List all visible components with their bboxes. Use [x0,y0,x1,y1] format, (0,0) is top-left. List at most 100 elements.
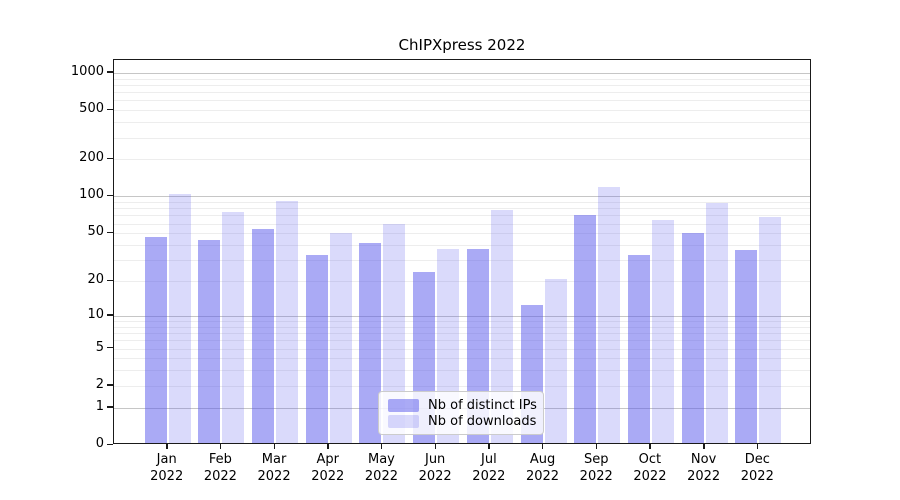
x-tick-mark [273,444,275,449]
y-tick-label: 200 [79,150,104,166]
minor-gridline [114,348,810,350]
major-gridline [114,315,810,317]
y-tick-label: 0 [95,436,104,451]
bar-distinct-ips-mar [252,229,275,443]
minor-gridline [114,340,810,342]
x-tick-year: 2022 [203,469,237,484]
x-tick-year: 2022 [633,469,667,484]
x-tick-label: Jun 2022 [400,451,470,485]
x-tick-year: 2022 [472,469,506,484]
minor-gridline [114,110,810,112]
x-tick-mark [166,444,168,449]
minor-gridline [114,233,810,235]
chart-title: ChIPXpress 2022 [398,36,526,54]
legend-item-distinct-ips: Nb of distinct IPs [388,397,537,413]
minor-gridline [114,159,810,161]
x-tick-month: Dec [744,452,770,467]
x-tick-year: 2022 [579,469,613,484]
minor-gridline [114,202,810,204]
x-tick-mark [488,444,490,449]
bar-distinct-ips-feb [198,240,221,443]
minor-gridline [114,333,810,335]
x-tick-year: 2022 [257,469,291,484]
y-tick-mark [107,108,113,111]
y-tick-mark [107,194,113,197]
y-tick-label: 1 [95,398,104,414]
x-tick-label: Oct 2022 [615,451,685,485]
y-tick-label: 500 [79,101,104,117]
x-tick-label: Feb 2022 [185,451,255,485]
x-tick-month: Jun [424,452,446,467]
bar-downloads-dec [759,217,782,443]
minor-gridline [114,321,810,322]
y-tick-mark [107,384,113,386]
x-tick-label: Nov 2022 [669,451,739,485]
bar-downloads-nov [705,203,728,443]
minor-gridline [114,245,810,246]
y-tick-label: 10 [87,306,104,322]
x-tick-label: Dec 2022 [722,451,792,485]
legend: Nb of distinct IPs Nb of downloads [378,391,544,435]
bar-distinct-ips-apr [305,254,328,443]
x-tick-month: Jan [156,452,177,467]
y-tick-mark [107,279,113,281]
y-tick-label: 50 [87,224,104,240]
plot-area [113,59,811,444]
x-tick-year: 2022 [311,469,345,484]
x-tick-mark [380,444,383,449]
y-tick-label: 1000 [70,63,104,79]
bar-distinct-ips-dec [735,250,758,443]
bar-downloads-aug [544,279,567,443]
x-tick-month: May [368,452,395,467]
x-tick-mark [434,444,437,449]
legend-label-distinct-ips: Nb of distinct IPs [428,397,537,413]
minor-gridline [114,92,810,94]
bar-distinct-ips-oct [627,254,650,443]
minor-gridline [114,84,810,86]
bar-distinct-ips-sep [574,214,597,443]
x-tick-label: Jan 2022 [132,451,202,485]
y-tick-mark [107,314,113,316]
x-tick-mark [649,444,651,449]
x-tick-month: Jul [481,452,497,467]
x-tick-mark [756,444,759,449]
major-gridline [114,72,810,74]
bar-downloads-may [383,224,406,443]
bar-downloads-feb [222,211,245,443]
bar-downloads-apr [329,233,352,443]
minor-gridline [114,370,810,372]
y-tick-mark [107,71,113,73]
x-tick-label: Aug 2022 [508,451,578,485]
bar-distinct-ips-may [359,243,382,443]
y-tick-label: 2 [95,376,104,392]
legend-swatch-distinct-ips [388,398,419,412]
minor-gridline [114,358,810,360]
x-tick-mark [219,444,222,449]
x-tick-mark [703,444,705,449]
y-tick-mark [107,347,113,349]
minor-gridline [114,137,810,139]
legend-swatch-downloads [388,414,419,428]
minor-gridline [114,208,810,210]
x-tick-year: 2022 [740,469,774,484]
major-gridline [114,196,810,198]
legend-label-downloads: Nb of downloads [428,413,537,429]
x-tick-year: 2022 [418,469,452,484]
y-tick-mark [107,231,113,234]
bar-downloads-mar [276,201,299,443]
y-tick-mark [107,443,113,445]
x-tick-label: Apr 2022 [293,451,363,485]
x-tick-month: Oct [638,452,662,467]
x-tick-label: Mar 2022 [239,451,309,485]
x-tick-month: Sep [583,452,609,467]
minor-gridline [114,326,810,328]
x-tick-label: Sep 2022 [561,451,631,485]
x-tick-mark [327,444,329,449]
minor-gridline [114,122,810,124]
x-tick-mark [542,444,544,449]
minor-gridline [114,100,810,102]
bar-downloads-oct [651,219,674,443]
x-tick-mark [595,444,598,449]
bar-distinct-ips-nov [681,233,704,443]
